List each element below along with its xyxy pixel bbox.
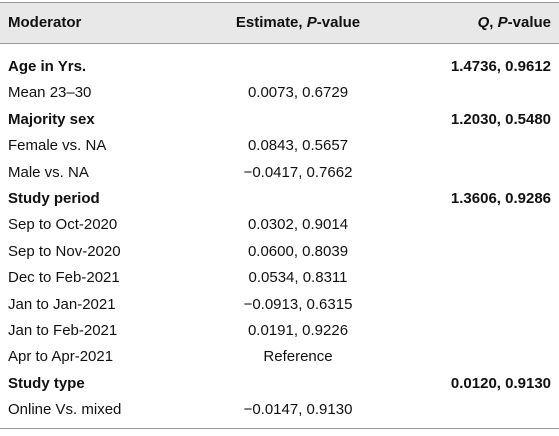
table-row: Sep to Oct-2020 0.0302, 0.9014 (0, 212, 559, 238)
moderator-cell: Mean 23–30 (8, 84, 92, 102)
group-row: Majority sex 1.2030, 0.5480 (0, 107, 559, 133)
group-row: Study type 0.0120, 0.9130 (0, 371, 559, 397)
group-row: Age in Yrs. 1.4736, 0.9612 (0, 54, 559, 80)
q-cell: 1.2030, 0.5480 (450, 110, 551, 128)
table-row: Apr to Apr-2021 Reference (0, 344, 559, 370)
estimate-cell: 0.0843, 0.5657 (247, 137, 349, 155)
header-cell: Moderator (8, 3, 81, 43)
estimate-cell: −0.0147, 0.9130 (243, 401, 353, 419)
moderator-cell: Sep to Oct-2020 (8, 216, 118, 234)
estimate-cell: 0.0600, 0.8039 (247, 242, 349, 260)
q-cell: 1.4736, 0.9612 (450, 58, 551, 75)
header-text: P (306, 14, 317, 31)
moderator-cell: Dec to Feb-2021 (8, 269, 120, 287)
table-row: Jan to Jan-2021 −0.0913, 0.6315 (0, 292, 559, 318)
table-row: Dec to Feb-2021 0.0534, 0.8311 (0, 265, 559, 291)
table-row: Sep to Nov-2020 0.0600, 0.8039 (0, 239, 559, 265)
header-text: Q (477, 14, 490, 31)
estimate-cell: 0.0534, 0.8311 (248, 269, 348, 287)
bottom-rule (0, 428, 559, 429)
moderator-cell: Online Vs. mixed (8, 401, 122, 419)
moderator-cell: Jan to Feb-2021 (8, 322, 118, 339)
estimate-cell: Reference (263, 348, 333, 366)
header-text: -value (507, 14, 551, 31)
estimate-cell: 0.0073, 0.6729 (247, 84, 349, 102)
header-text: P (497, 14, 508, 31)
estimate-cell: −0.0913, 0.6315 (243, 295, 353, 313)
header-cell: Estimate, P-value (200, 3, 396, 43)
q-cell: 0.0120, 0.9130 (450, 374, 551, 392)
moderator-cell: Jan to Jan-2021 (8, 295, 116, 313)
group-row: Study period 1.3606, 0.9286 (0, 186, 559, 212)
moderator-cell: Apr to Apr-2021 (8, 348, 114, 366)
estimate-cell: 0.0302, 0.9014 (247, 216, 349, 234)
estimate-cell: −0.0417, 0.7662 (243, 163, 353, 181)
table-row: Jan to Feb-2021 0.0191, 0.9226 (0, 318, 559, 344)
table-row: Online Vs. mixed −0.0147, 0.9130 (0, 397, 559, 423)
header-cell: Q, P-value (478, 3, 551, 43)
moderator-cell: Sep to Nov-2020 (8, 242, 121, 260)
table-row: Female vs. NA 0.0843, 0.5657 (0, 133, 559, 159)
table-row: Male vs. NA −0.0417, 0.7662 (0, 160, 559, 186)
moderator-cell: Study type (8, 374, 85, 392)
q-cell: 1.3606, 0.9286 (450, 190, 551, 207)
moderator-cell: Age in Yrs. (8, 58, 87, 75)
moderator-cell: Female vs. NA (8, 137, 107, 155)
header-text: Moderator (8, 14, 82, 31)
moderator-cell: Majority sex (8, 110, 95, 128)
header-text: -value (316, 14, 361, 31)
header-text: Estimate, (235, 14, 307, 31)
table-row: Mean 23–30 0.0073, 0.6729 (0, 80, 559, 106)
moderator-cell: Male vs. NA (8, 163, 89, 181)
header-text: , (489, 14, 498, 31)
moderator-cell: Study period (8, 190, 100, 207)
estimate-cell: 0.0191, 0.9226 (247, 322, 349, 339)
table-header: Moderator Estimate, P-value Q, P-value (0, 2, 559, 44)
